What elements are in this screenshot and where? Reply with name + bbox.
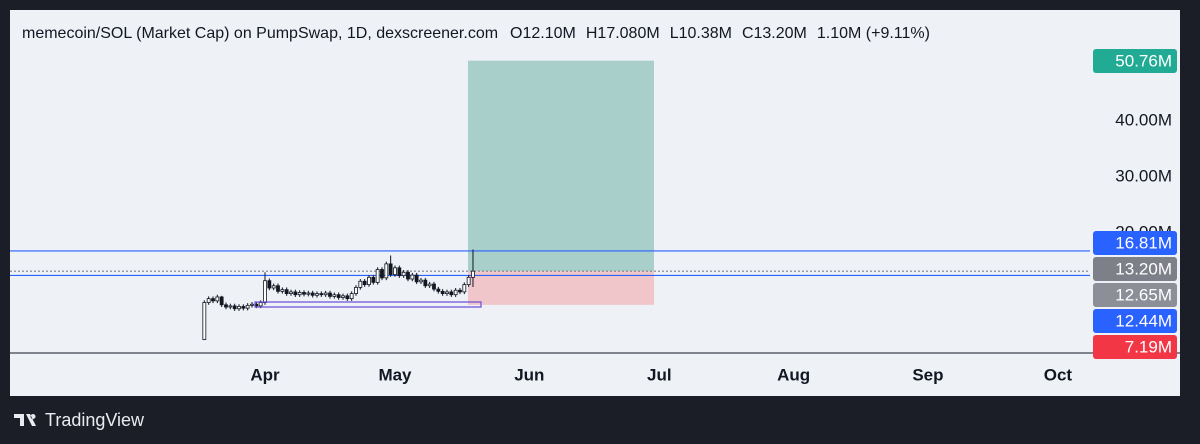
candle-body [332, 294, 337, 297]
candle-body [224, 304, 228, 308]
price-label: 12.65M [1115, 285, 1172, 304]
candle-body [406, 271, 410, 280]
candle-body [449, 291, 454, 296]
candle-body [436, 288, 441, 292]
candle-body [284, 289, 289, 294]
candle-body [250, 303, 254, 306]
candle-body [258, 302, 263, 307]
ohlc-open: O12.10M [510, 25, 576, 42]
candle-body [427, 283, 432, 287]
price-label-box [1093, 257, 1177, 281]
candle-body [362, 280, 367, 286]
candle-body [466, 276, 471, 286]
candle-body [276, 285, 280, 292]
candle-body [267, 280, 272, 289]
candle-body [358, 280, 363, 288]
candle-body [462, 284, 467, 293]
candle-body [345, 295, 350, 300]
range-box [254, 301, 482, 308]
candle-body [380, 269, 384, 279]
ohlc-close: C13.20M [742, 25, 807, 42]
candle-body [202, 302, 207, 340]
title: memecoin/SOL (Market Cap) on PumpSwap, 1… [22, 25, 498, 42]
candle-body [297, 292, 302, 296]
candle-body [271, 285, 276, 289]
candle-body [310, 292, 315, 296]
candle-body [328, 292, 332, 297]
price-label-box [1093, 49, 1177, 73]
brand: TradingView [45, 410, 145, 430]
candle-body [319, 293, 324, 296]
candle-body [211, 298, 215, 302]
candle-body [280, 289, 285, 292]
candle-body [393, 267, 397, 275]
price-label: 13.20M [1115, 259, 1172, 278]
candle-body [336, 294, 341, 298]
candle-body [419, 279, 423, 283]
x-tick-label: Aug [777, 365, 810, 384]
candle-body [315, 293, 319, 296]
price-label-box [1093, 283, 1177, 307]
candle-body [445, 291, 449, 294]
price-label-box [1093, 335, 1177, 359]
candle-body [471, 270, 475, 278]
plot [10, 60, 1090, 341]
candle-body [388, 263, 393, 275]
candle-body [371, 276, 376, 283]
candle-body [354, 287, 358, 294]
candle-body [423, 279, 428, 287]
y-tick-label: 30.00M [1115, 167, 1172, 186]
ohlc-low: L10.38M [670, 25, 732, 42]
candle-body [306, 292, 311, 295]
x-tick-label: Jul [647, 365, 672, 384]
candle-body [263, 280, 267, 303]
x-tick-label: Sep [912, 365, 943, 384]
ohlc-change: 1.10M (+9.11%) [817, 25, 930, 42]
candle-body [289, 291, 293, 294]
candle-body [458, 289, 462, 293]
candle-body [245, 304, 250, 309]
price-label: 12.44M [1115, 311, 1172, 330]
loss-zone [468, 271, 654, 305]
chart-title: memecoin/SOL (Market Cap) on PumpSwap, 1… [22, 25, 930, 42]
candle-body [367, 276, 371, 286]
candle-body [453, 289, 458, 296]
x-tick-label: May [378, 365, 412, 384]
candle-body [206, 298, 211, 303]
price-label-box [1093, 231, 1177, 255]
candle-body [414, 274, 419, 283]
price-label: 50.76M [1115, 51, 1172, 70]
price-label-box [1093, 309, 1177, 333]
brand-logo [14, 414, 36, 426]
candle-body [432, 283, 436, 290]
candle-body [302, 292, 306, 295]
candle-body [397, 267, 402, 277]
y-tick-label: 40.00M [1115, 110, 1172, 129]
candle-body [219, 296, 224, 306]
x-tick-label: Jun [514, 365, 544, 384]
candle-body [384, 263, 389, 279]
candle-body [410, 274, 415, 280]
candle-body [401, 271, 406, 277]
candle-body [293, 291, 298, 296]
price-label: 16.81M [1115, 233, 1172, 252]
price-label: 7.19M [1125, 337, 1172, 356]
x-tick-label: Oct [1044, 365, 1073, 384]
ohlc-high: H17.080M [586, 25, 660, 42]
x-tick-label: Apr [250, 365, 280, 384]
candle-body [375, 269, 380, 283]
candle-body [237, 306, 241, 310]
candle-body [232, 305, 237, 310]
candle-body [228, 305, 233, 308]
candle-body [349, 293, 354, 300]
candle-body [341, 295, 345, 298]
candle-body [440, 290, 445, 294]
candle-body [323, 292, 328, 296]
candle-body [215, 296, 220, 302]
profit-zone [468, 60, 654, 272]
candle-body [241, 306, 246, 309]
